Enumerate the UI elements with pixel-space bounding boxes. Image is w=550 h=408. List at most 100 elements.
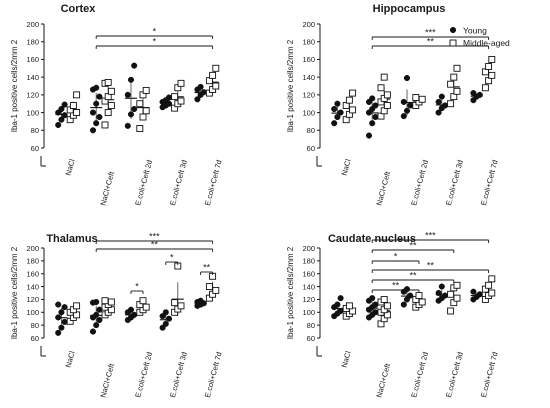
caudate-nucleus-middle-aged-point xyxy=(380,295,388,303)
thalamus-panel: Thalamus 60 80 100 120 140 160 180 200 Iba-1 posi… xyxy=(10,232,224,399)
hippocampus-y-tick-label: 100 xyxy=(302,108,315,117)
thalamus-significance-label: *** xyxy=(149,232,160,242)
hippocampus-middle-aged-point xyxy=(377,84,385,92)
cortex-middle-aged-point xyxy=(142,86,150,94)
cortex-middle-aged-point xyxy=(212,64,220,72)
thalamus-category-label: E.coli+Ceft 7d xyxy=(203,351,224,399)
cortex-young-point xyxy=(131,105,138,113)
cortex-middle-aged-point xyxy=(104,109,112,117)
caudate-nucleus-significance-label: * xyxy=(394,252,398,262)
cortex-category-label: NaCl+Ceft xyxy=(98,170,116,207)
caudate-nucleus-young-point xyxy=(372,301,379,308)
hippocampus-young-point xyxy=(334,113,341,121)
thalamus-category-label: E.coli+Ceft 2d xyxy=(133,351,154,399)
caudate-nucleus-significance-label: ** xyxy=(409,271,417,281)
thalamus-significance-label: ** xyxy=(151,240,159,250)
cortex-young-point xyxy=(194,96,201,103)
caudate-nucleus-middle-aged-point xyxy=(345,302,353,310)
thalamus-young-point xyxy=(96,316,103,324)
cortex-y-tick-label: 180 xyxy=(26,38,39,47)
cortex-young-point xyxy=(93,120,100,127)
hippocampus-category-label: E.coli+Ceft 2d xyxy=(409,159,430,207)
cortex-category-label: E.coli+Ceft 2d xyxy=(133,159,154,207)
panels: Cortex 60 80 100 120 140 160 180 200 Iba-1 positi… xyxy=(10,3,500,399)
thalamus-young-point xyxy=(55,301,62,308)
cortex-middle-aged-point xyxy=(177,97,185,105)
hippocampus-middle-aged-point xyxy=(450,73,458,81)
thalamus-y-tick-label: 120 xyxy=(26,295,39,304)
legend-middle-aged-label: Middle-aged xyxy=(463,38,510,48)
caudate-nucleus-y-tick-label: 180 xyxy=(302,257,315,266)
cortex-young-point xyxy=(124,91,131,98)
thalamus-middle-aged-point xyxy=(205,283,213,291)
cortex-middle-aged-point xyxy=(136,100,144,108)
cortex-y-tick-label: 120 xyxy=(26,91,39,100)
cortex-y-tick-label: 160 xyxy=(26,55,39,64)
cortex-significance-label: * xyxy=(153,37,157,47)
thalamus-young-point xyxy=(96,306,103,313)
caudate-nucleus-category-label: NaCl+Ceft xyxy=(374,362,392,399)
hippocampus-y-tick-label: 60 xyxy=(307,144,315,153)
cortex-young-point xyxy=(58,105,65,113)
cortex-young-point xyxy=(61,101,68,108)
caudate-nucleus-middle-aged-point xyxy=(453,294,461,302)
hippocampus-young-point xyxy=(369,120,376,127)
hippocampus-middle-aged-point xyxy=(349,89,357,97)
caudate-nucleus-y-tick-label: 160 xyxy=(302,270,315,279)
cortex-young-point xyxy=(165,94,173,101)
thalamus-y-tick-label: 140 xyxy=(26,282,39,291)
caudate-nucleus-young-point xyxy=(441,292,449,299)
cortex-category-label: E.coli+Ceft 7d xyxy=(203,159,224,207)
thalamus-middle-aged-point xyxy=(101,297,109,305)
hippocampus-young-point xyxy=(400,113,407,120)
legend-young-marker xyxy=(449,26,457,34)
hippocampus-significance-label: *** xyxy=(425,28,436,38)
caudate-nucleus-y-tick-label: 80 xyxy=(307,321,315,330)
cortex-panel: Cortex 60 80 100 120 140 160 180 200 Iba-1 positi… xyxy=(10,3,224,207)
hippocampus-y-tick-label: 160 xyxy=(302,55,315,64)
hippocampus-young-point xyxy=(365,132,373,139)
thalamus-young-point xyxy=(93,311,100,318)
thalamus-young-point xyxy=(131,311,138,318)
hippocampus-young-point xyxy=(435,109,442,116)
cortex-title: Cortex xyxy=(61,3,97,15)
hippocampus-middle-aged-point xyxy=(488,55,496,63)
cortex-middle-aged-point xyxy=(107,102,115,109)
cortex-middle-aged-point xyxy=(142,107,150,115)
hippocampus-category-label: E.coli+Ceft 3d xyxy=(444,159,465,207)
caudate-nucleus-category-label: E.coli+Ceft 7d xyxy=(479,351,500,399)
hippocampus-young-point xyxy=(441,102,449,109)
caudate-nucleus-significance-label: ** xyxy=(409,241,417,251)
hippocampus-young-point xyxy=(403,107,411,114)
caudate-nucleus-y-tick-label: 60 xyxy=(307,334,315,343)
thalamus-middle-aged-point xyxy=(171,299,179,307)
cortex-y-tick-label: 80 xyxy=(31,126,39,135)
cortex-young-point xyxy=(131,62,138,69)
hippocampus-young-point xyxy=(407,102,414,109)
cortex-young-point xyxy=(58,116,65,123)
cortex-middle-aged-point xyxy=(139,113,147,121)
thalamus-young-point xyxy=(58,309,65,316)
caudate-nucleus-middle-aged-point xyxy=(488,275,496,283)
hippocampus-middle-aged-point xyxy=(453,87,461,95)
caudate-nucleus-middle-aged-point xyxy=(485,281,493,289)
caudate-nucleus-young-point xyxy=(337,307,344,315)
hippocampus-young-point xyxy=(435,98,442,105)
thalamus-category-label: NaCl+Ceft xyxy=(98,362,116,399)
legend-young-label: Young xyxy=(463,26,487,36)
caudate-nucleus-significance-label: ** xyxy=(427,261,435,271)
cortex-y-axis-label: Iba-1 positive cells/2mm 2 xyxy=(10,39,19,132)
cortex-young-point xyxy=(127,111,135,118)
hippocampus-young-point xyxy=(476,91,483,98)
cortex-middle-aged-point xyxy=(171,93,179,101)
thalamus-y-tick-label: 160 xyxy=(26,270,39,279)
hippocampus-category-label: E.coli+Ceft 7d xyxy=(479,159,500,207)
hippocampus-middle-aged-point xyxy=(481,84,489,92)
thalamus-middle-aged-point xyxy=(212,286,220,294)
thalamus-young-point xyxy=(165,315,173,322)
caudate-nucleus-young-point xyxy=(337,295,344,302)
hippocampus-middle-aged-point xyxy=(447,100,455,108)
cortex-middle-aged-point xyxy=(104,79,112,86)
cortex-young-point xyxy=(61,112,68,119)
caudate-nucleus-category-label: E.coli+Ceft 2d xyxy=(409,351,430,399)
